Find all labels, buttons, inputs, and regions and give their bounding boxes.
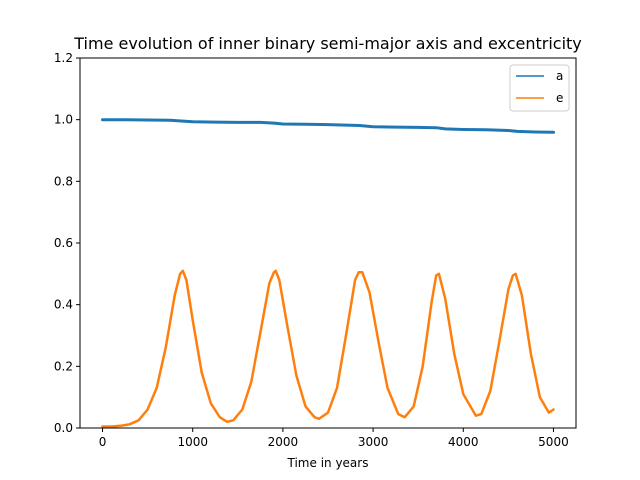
y-tick-label: 0.0 — [54, 421, 73, 435]
plot-area — [101, 118, 555, 428]
legend-label-a: a — [556, 69, 563, 83]
y-tick-label: 0.2 — [54, 359, 73, 373]
y-tick-label: 0.8 — [54, 174, 73, 188]
x-tick-label: 4000 — [448, 435, 479, 449]
x-tick-label: 3000 — [358, 435, 389, 449]
y-tick-label: 1.0 — [54, 113, 73, 127]
series-line-a — [101, 118, 555, 134]
x-tick-label: 2000 — [268, 435, 299, 449]
x-axis-label: Time in years — [287, 456, 369, 470]
y-tick-label: 0.4 — [54, 298, 73, 312]
x-axis-ticks: 0 1000 2000 3000 4000 5000 — [99, 428, 569, 449]
x-tick-label: 1000 — [177, 435, 208, 449]
chart-title: Time evolution of inner binary semi-majo… — [73, 34, 582, 53]
x-tick-label: 0 — [99, 435, 107, 449]
y-axis-ticks: 0.0 0.2 0.4 0.6 0.8 1.0 1.2 — [54, 51, 80, 435]
y-tick-label: 1.2 — [54, 51, 73, 65]
legend-label-e: e — [556, 91, 563, 105]
legend: ae — [509, 64, 570, 112]
y-tick-label: 0.6 — [54, 236, 73, 250]
x-tick-label: 5000 — [538, 435, 569, 449]
axes-frame — [79, 57, 577, 429]
series-line-e — [101, 269, 555, 428]
